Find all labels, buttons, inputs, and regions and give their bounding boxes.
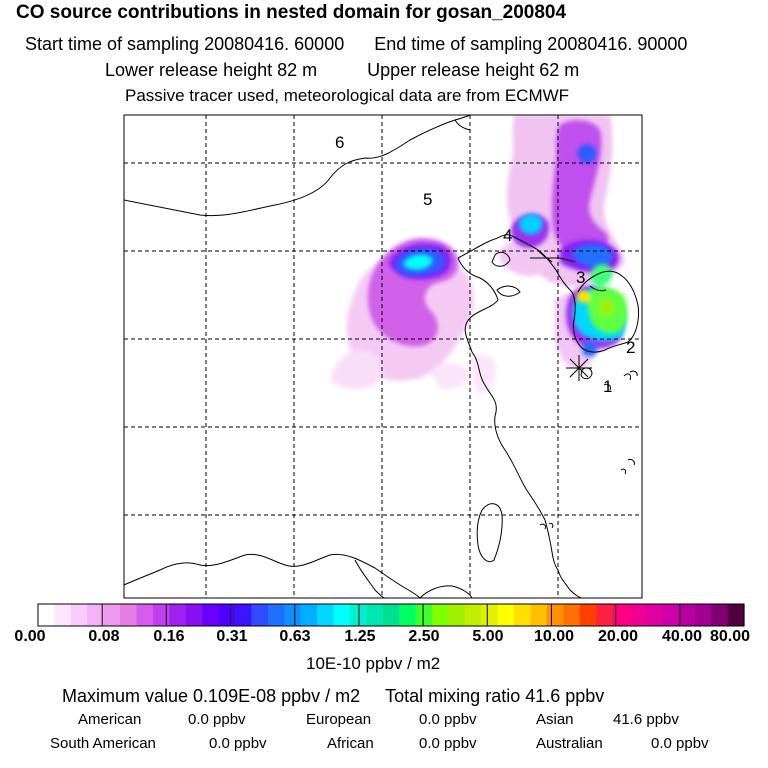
colorbar-swatch [399, 604, 417, 626]
colorbar-swatch [563, 604, 581, 626]
colorbar-swatch [54, 604, 72, 626]
region-label-3: 3 [576, 268, 585, 287]
colorbar-swatch [70, 604, 88, 626]
colorbar-swatch [300, 604, 318, 626]
colorbar-swatch [596, 604, 614, 626]
colorbar-swatch [612, 604, 630, 626]
colorbar-swatch [382, 604, 400, 626]
colorbar-swatch [103, 604, 121, 626]
max-value-line: Maximum value 0.109E-08 ppbv / m2 Total m… [62, 686, 604, 707]
colorbar-swatch [87, 604, 105, 626]
sampling-times: Start time of sampling 20080416. 60000 En… [25, 34, 687, 55]
colorbar-swatch [530, 604, 548, 626]
colorbar-tick-label: 5.00 [472, 628, 504, 645]
colorbar-swatch [514, 604, 532, 626]
colorbar-swatch [661, 604, 679, 626]
colorbar-swatch [727, 604, 745, 626]
concentration-field [330, 115, 628, 393]
total-mixing-ratio: Total mixing ratio 41.6 ppbv [385, 686, 605, 706]
colorbar-tick-label: 10.00 [533, 628, 575, 645]
colorbar-swatch [235, 604, 253, 626]
coastlines [124, 115, 639, 598]
colorbar-unit: 10E-10 ppbv / m2 [306, 654, 441, 673]
colorbar-swatch [645, 604, 663, 626]
colorbar-tick-label: 40.00 [661, 628, 703, 645]
colorbar-swatch [152, 604, 170, 626]
region-labels: 1 2 3 4 5 6 [335, 133, 635, 396]
max-value: Maximum value 0.109E-08 ppbv / m2 [62, 686, 361, 706]
upper-height: Upper release height 62 m [367, 60, 580, 80]
colorbar-tick-label: 0.08 [88, 628, 120, 645]
colorbar-swatch [185, 604, 203, 626]
colorbar-swatch [448, 604, 466, 626]
colorbar-swatch [432, 604, 450, 626]
receptor-star-icon [566, 355, 592, 381]
colorbar-swatch [284, 604, 302, 626]
colorbar-swatch [120, 604, 138, 626]
south-american-value: 0.0 ppbv [209, 735, 267, 752]
colorbar-swatch [317, 604, 335, 626]
page-title: CO source contributions in nested domain… [16, 2, 567, 23]
region-label-1: 1 [603, 377, 612, 396]
colorbar-swatch [711, 604, 729, 626]
tracer-note: Passive tracer used, meteorological data… [125, 86, 570, 105]
region-label-2: 2 [626, 338, 635, 357]
colorbar-swatch [218, 604, 236, 626]
colorbar-swatch [464, 604, 482, 626]
asian-value: 41.6 ppbv [613, 711, 679, 728]
asian-label: Asian [536, 711, 574, 728]
colorbar-tick-label: 0.16 [153, 628, 185, 645]
region-label-5: 5 [423, 190, 432, 209]
colorbar-swatch [267, 604, 285, 626]
grid-lines [124, 115, 642, 598]
colorbar-tick-label: 0.31 [216, 628, 248, 645]
release-heights: Lower release height 82 m Upper release h… [105, 60, 579, 81]
colorbar-swatch [202, 604, 220, 626]
colorbar-swatch [694, 604, 712, 626]
colorbar-swatch [251, 604, 269, 626]
region-label-4: 4 [503, 226, 512, 245]
colorbar-swatch [678, 604, 696, 626]
american-label: American [78, 711, 142, 728]
australian-value: 0.0 ppbv [651, 735, 709, 752]
colorbar-swatch [136, 604, 154, 626]
end-time: End time of sampling 20080416. 90000 [374, 34, 688, 54]
european-label: European [306, 711, 372, 728]
colorbar-swatch [481, 604, 499, 626]
colorbar-tick-label: 0.00 [14, 628, 46, 645]
colorbar-swatch [629, 604, 647, 626]
african-value: 0.0 ppbv [419, 735, 477, 752]
colorbar-border [37, 603, 745, 627]
colorbar-swatch [546, 604, 564, 626]
american-value: 0.0 ppbv [188, 711, 246, 728]
colorbar-swatch [333, 604, 351, 626]
colorbar [37, 603, 745, 627]
african-label: African [327, 735, 374, 752]
colorbar-tick-label: 0.63 [279, 628, 311, 645]
colorbar-swatch [169, 604, 187, 626]
lower-height: Lower release height 82 m [105, 60, 318, 80]
colorbar-tick-label: 2.50 [408, 628, 440, 645]
region-label-6: 6 [335, 133, 344, 152]
map-frame [123, 114, 643, 599]
start-time: Start time of sampling 20080416. 60000 [25, 34, 345, 54]
colorbar-tick-label: 80.00 [709, 628, 751, 645]
colorbar-swatch [415, 604, 433, 626]
colorbar-tick-label: 1.25 [344, 628, 376, 645]
south-american-label: South American [50, 735, 156, 752]
european-value: 0.0 ppbv [419, 711, 477, 728]
colorbar-swatch [38, 604, 56, 626]
colorbar-swatch [497, 604, 515, 626]
australian-label: Australian [536, 735, 603, 752]
colorbar-swatch [579, 604, 597, 626]
colorbar-swatch [366, 604, 384, 626]
colorbar-tick-label: 20.00 [597, 628, 639, 645]
